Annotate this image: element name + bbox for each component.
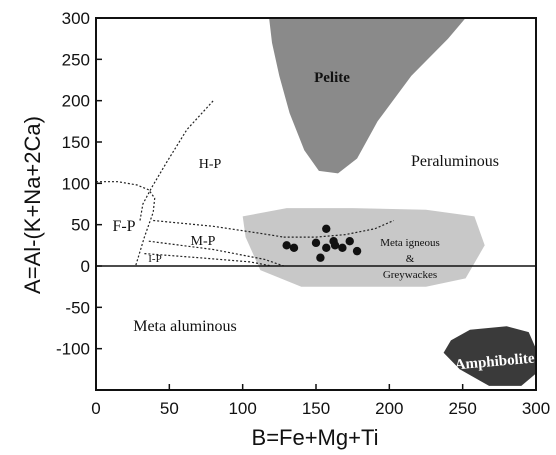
x-tick-label: 50 bbox=[160, 399, 179, 418]
data-point bbox=[311, 238, 321, 248]
x-tick-label: 0 bbox=[91, 399, 100, 418]
y-tick-label: 200 bbox=[62, 92, 90, 111]
data-point bbox=[352, 246, 362, 256]
hp-label: H-P bbox=[199, 157, 222, 172]
x-tick-label: 300 bbox=[522, 399, 550, 418]
x-tick-label: 100 bbox=[228, 399, 256, 418]
amphibolite-region bbox=[443, 326, 536, 386]
y-tick-label: -50 bbox=[65, 298, 90, 317]
meta-igneous-region bbox=[242, 208, 485, 287]
data-point bbox=[345, 237, 354, 246]
lp-lower-boundary bbox=[144, 253, 273, 267]
peraluminous-label: Peraluminous bbox=[411, 153, 499, 170]
data-point bbox=[330, 241, 340, 250]
data-point bbox=[316, 253, 325, 262]
y-tick-label: 50 bbox=[71, 216, 90, 235]
y-tick-label: 100 bbox=[62, 174, 90, 193]
hp-boundary-curve bbox=[139, 100, 214, 221]
meta-igneous-label: Meta igneous bbox=[380, 237, 440, 249]
y-axis-title: A=Al-(K+Na+2Ca) bbox=[20, 116, 45, 294]
pelite-label: Pelite bbox=[314, 70, 350, 86]
data-point bbox=[322, 224, 331, 233]
data-point bbox=[322, 243, 331, 253]
meta-aluminous-label: Meta aluminous bbox=[133, 318, 237, 335]
greywackes-label: Greywackes bbox=[383, 269, 437, 281]
data-point bbox=[282, 241, 291, 250]
fp-label: F-P bbox=[112, 218, 135, 235]
y-tick-label: -100 bbox=[56, 340, 90, 359]
y-tick-label: 250 bbox=[62, 50, 90, 69]
amphibolite-label: Amphibolite bbox=[454, 351, 535, 374]
x-axis-title: B=Fe+Mg+Ti bbox=[252, 425, 379, 450]
fp-boundary-curve bbox=[96, 181, 156, 267]
x-tick-label: 200 bbox=[375, 399, 403, 418]
x-tick-label: 150 bbox=[302, 399, 330, 418]
ampersand-label: & bbox=[406, 253, 415, 265]
mp-lower-boundary bbox=[148, 240, 284, 267]
y-tick-label: 150 bbox=[62, 133, 90, 152]
pelite-region bbox=[269, 18, 466, 174]
trend-curve bbox=[283, 219, 394, 238]
data-point bbox=[289, 243, 299, 253]
tick-labels: 0 50 100 150 200 250 300 300 250 200 150 100 50 0 -50 -… bbox=[56, 9, 550, 418]
data-points bbox=[282, 224, 362, 262]
mp-label: M-P bbox=[191, 234, 216, 249]
x-tick-label: 250 bbox=[448, 399, 476, 418]
tick-marks bbox=[95, 17, 537, 390]
data-point bbox=[338, 243, 347, 253]
y-tick-label: 300 bbox=[62, 9, 90, 28]
y-tick-label: 0 bbox=[81, 257, 90, 276]
lp-label: I-P bbox=[148, 253, 161, 265]
